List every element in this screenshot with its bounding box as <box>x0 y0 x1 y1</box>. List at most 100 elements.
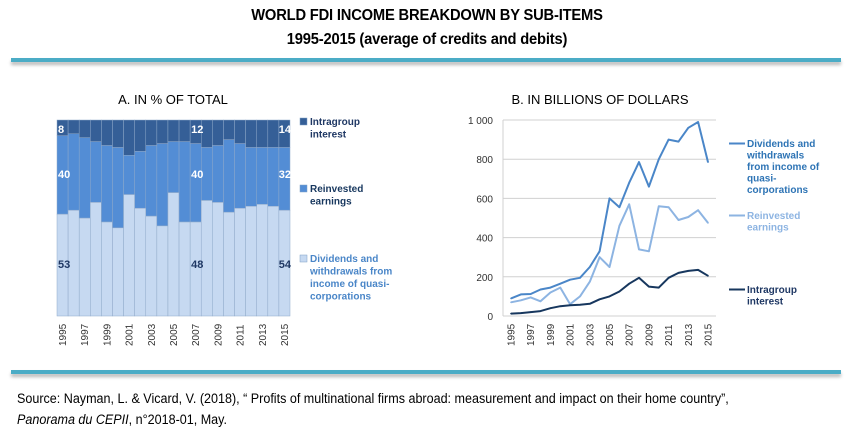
bar-dividends-2009 <box>212 202 224 317</box>
point-div_line <box>520 293 522 296</box>
bar-reinvested-2003 <box>145 145 158 217</box>
charts-canvas: A. IN % OF TOTAL B. IN BILLIONS OF DOLLA… <box>56 92 820 346</box>
bar-intragroup-1998 <box>90 119 102 142</box>
bar-intragroup-2002 <box>134 119 147 152</box>
chart-b-x-tick: 2001 <box>566 323 577 346</box>
top-divider <box>11 58 841 62</box>
bar-reinvested-2004 <box>156 143 169 227</box>
chart-a-x-tick: 1999 <box>102 323 113 346</box>
chart-b-y-tick: 400 <box>476 234 493 245</box>
point-reinv_line <box>638 248 640 251</box>
source-suffix: , n°2018-01, May. <box>128 412 227 427</box>
point-reinv_line <box>510 301 512 304</box>
point-reinv_line <box>628 203 630 206</box>
bar-intragroup-2011 <box>234 119 246 144</box>
bar-intragroup-2012 <box>245 119 257 148</box>
chart-b-x-tick: 2015 <box>704 323 715 346</box>
bar-dividends-2010 <box>223 211 235 317</box>
point-intra_line <box>618 290 621 293</box>
bar-dividends-2014 <box>267 205 280 317</box>
bar-dividends-2004 <box>156 225 169 317</box>
point-intra_line <box>598 298 601 301</box>
point-reinv_line <box>529 296 532 299</box>
point-intra_line <box>667 277 670 279</box>
chart-b-x-tick: 1999 <box>546 323 557 346</box>
point-reinv_line <box>618 225 621 227</box>
chart-b-legend-intra_line: Intragroup interest <box>747 285 797 308</box>
bar-reinvested-2005 <box>167 141 180 193</box>
chart-b-x-tick: 2005 <box>605 323 616 346</box>
chart-a-data-label: 32 <box>279 169 291 181</box>
point-intra_line <box>510 312 512 315</box>
chart-b-y-tick: 200 <box>476 273 493 284</box>
point-div_line <box>658 158 660 160</box>
point-reinv_line <box>589 280 591 283</box>
point-div_line <box>628 181 630 184</box>
point-intra_line <box>549 307 552 310</box>
point-reinv_line <box>608 266 611 268</box>
chart-a-x-tick: 2001 <box>125 323 136 346</box>
bar-reinvested-2009 <box>212 145 224 203</box>
point-reinv_line <box>520 299 522 302</box>
bar-intragroup-2009 <box>212 119 224 146</box>
source-prefix: Source: Nayman, L. & Vicard, V. (2018), … <box>17 391 729 406</box>
chart-b-legend-reinv_line: Reinvested earnings <box>747 211 800 234</box>
bar-reinvested-2010 <box>223 139 235 213</box>
point-div_line <box>529 293 532 295</box>
chart-b-x-tick: 2003 <box>585 323 596 346</box>
point-intra_line <box>559 305 562 308</box>
point-reinv_line <box>559 286 562 289</box>
bar-intragroup-1997 <box>78 119 91 138</box>
bar-intragroup-2005 <box>167 119 180 142</box>
point-div_line <box>677 140 680 143</box>
point-intra_line <box>638 277 640 279</box>
chart-b-x-tick: 2009 <box>644 323 655 346</box>
bar-intragroup-2004 <box>156 119 169 144</box>
bar-intragroup-2006 <box>178 119 191 142</box>
point-reinv_line <box>539 300 542 303</box>
point-div_line <box>510 297 512 300</box>
chart-b-x-tick: 2013 <box>684 323 695 346</box>
point-div_line <box>608 197 611 200</box>
point-reinv_line <box>658 205 660 207</box>
bar-dividends-2002 <box>134 207 147 317</box>
chart-a-x-tick: 2009 <box>213 323 224 346</box>
point-intra_line <box>697 269 699 271</box>
point-div_line <box>589 266 591 268</box>
chart-b-x-tick: 2011 <box>664 324 675 346</box>
point-div_line <box>579 277 581 279</box>
bar-reinvested-2011 <box>234 143 246 209</box>
point-div_line <box>707 161 709 163</box>
point-intra_line <box>677 272 680 274</box>
point-reinv_line <box>579 295 581 298</box>
bar-dividends-2011 <box>234 207 246 317</box>
bar-dividends-2012 <box>245 205 257 317</box>
bar-intragroup-2015 <box>278 119 291 148</box>
bar-dividends-2003 <box>145 215 158 317</box>
chart-b-x-tick: 1995 <box>507 323 518 346</box>
bar-dividends-2006 <box>178 221 191 317</box>
bar-reinvested-2002 <box>134 151 147 209</box>
chart-a-data-label: 53 <box>58 259 70 271</box>
bar-reinvested-2014 <box>267 147 280 207</box>
point-reinv_line <box>707 222 709 224</box>
bar-reinvested-2001 <box>123 155 135 195</box>
bar-dividends-2000 <box>112 227 124 317</box>
bar-dividends-1998 <box>90 202 102 317</box>
bar-intragroup-2000 <box>112 119 124 148</box>
bar-dividends-2005 <box>167 192 180 317</box>
bar-reinvested-2012 <box>245 147 257 207</box>
point-intra_line <box>628 282 630 285</box>
chart-a-legend-reinvested: Reinvested earnings <box>310 184 363 208</box>
bar-reinvested-1999 <box>101 145 113 223</box>
legend-swatch-dividends <box>299 254 308 263</box>
bar-reinvested-1997 <box>78 137 91 219</box>
point-div_line <box>539 288 542 291</box>
chart-a-x-tick: 2005 <box>169 323 180 346</box>
chart-a-legend-dividends: Dividends and withdrawals from income of q… <box>309 254 392 303</box>
chart-a-x-tick: 2003 <box>147 323 158 346</box>
bar-reinvested-2006 <box>178 141 191 223</box>
point-intra_line <box>539 310 542 312</box>
bar-intragroup-2003 <box>145 119 158 146</box>
bar-dividends-1999 <box>101 221 113 317</box>
